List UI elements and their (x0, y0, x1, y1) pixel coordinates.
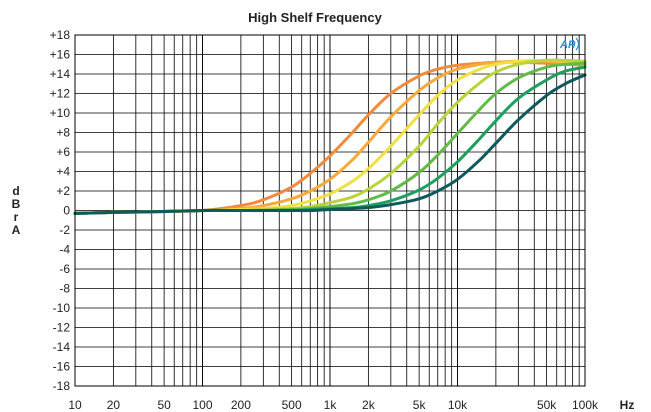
y-tick-label: +6 (56, 145, 70, 159)
y-tick-label: +12 (50, 87, 71, 101)
y-tick-label: -2 (59, 223, 70, 237)
y-tick-label: +8 (56, 126, 70, 140)
x-tick-label: 10 (68, 398, 82, 412)
y-tick-label: -10 (53, 301, 71, 315)
x-tick-label: 100 (192, 398, 212, 412)
ap-logo-text: AP (559, 39, 576, 51)
y-axis-label-char: r (14, 210, 19, 224)
chart-title: High Shelf Frequency (248, 10, 382, 25)
x-tick-label: 50k (537, 398, 557, 412)
y-tick-label: +10 (50, 106, 71, 120)
x-tick-label: 200 (231, 398, 251, 412)
x-tick-label: 5k (413, 398, 427, 412)
y-tick-label: -12 (53, 321, 71, 335)
y-tick-label: +4 (56, 165, 70, 179)
plot-frame (74, 34, 586, 387)
series-line-7 (73, 73, 587, 215)
x-tick-label: 100k (572, 398, 599, 412)
y-tick-label: +14 (50, 67, 71, 81)
y-axis-label-char: A (12, 223, 21, 237)
y-tick-label: -16 (53, 360, 71, 374)
curve-group (73, 58, 587, 215)
y-tick-label: -18 (53, 379, 71, 393)
x-tick-label: 50 (157, 398, 171, 412)
y-tick-labels: +18 +16 +14 +12 +10 +8 +6 +4 +2 0 -2 -4 -6 -8 -10 -12 -1… (50, 28, 71, 393)
y-tick-label: +2 (56, 184, 70, 198)
y-tick-label: -4 (59, 243, 70, 257)
y-tick-label: 0 (63, 204, 70, 218)
ap-logo-icon: AP (559, 37, 580, 51)
y-axis-label-char: B (12, 197, 21, 211)
x-tick-label: 20 (107, 398, 121, 412)
x-tick-label: 1k (324, 398, 338, 412)
y-axis-label-char: d (12, 184, 19, 198)
x-tick-labels: 10 20 50 100 200 500 1k 2k 5k 10k 50k 100k (68, 398, 599, 412)
ap-logo-waves (572, 37, 580, 51)
x-axis-label: Hz (620, 398, 635, 412)
y-tick-label: +16 (50, 48, 71, 62)
x-tick-label: 500 (282, 398, 302, 412)
y-tick-label: -6 (59, 262, 70, 276)
x-tick-label: 10k (448, 398, 468, 412)
y-tick-label: +18 (50, 28, 71, 42)
y-tick-label: -14 (53, 340, 71, 354)
x-tick-label: 2k (362, 398, 376, 412)
y-tick-label: -8 (59, 282, 70, 296)
